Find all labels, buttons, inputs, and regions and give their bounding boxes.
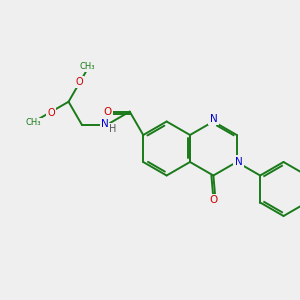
Text: N: N	[235, 157, 243, 167]
Text: O: O	[47, 107, 55, 118]
Text: N: N	[100, 119, 108, 129]
Text: O: O	[209, 196, 217, 206]
Text: H: H	[109, 124, 116, 134]
Text: CH₃: CH₃	[79, 62, 94, 71]
Text: CH₃: CH₃	[26, 118, 41, 127]
Text: O: O	[76, 77, 83, 87]
Text: O: O	[103, 106, 112, 117]
Text: N: N	[209, 113, 217, 124]
